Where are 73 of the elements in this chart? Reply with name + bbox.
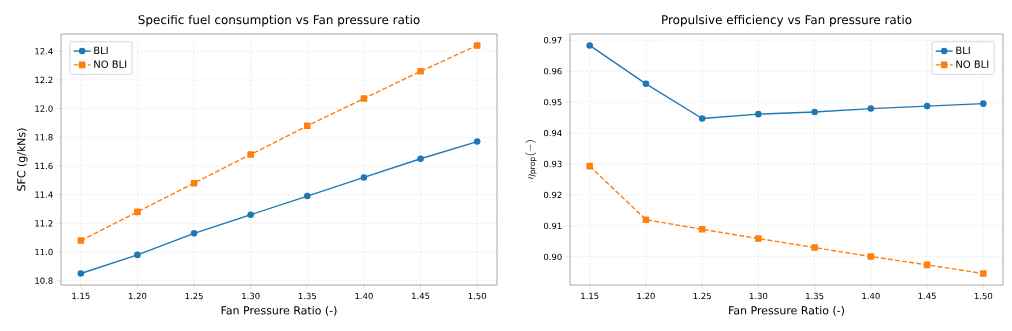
point [811,244,818,251]
legend-label: BLI [956,46,970,54]
x-tick-label: 1.40 [355,292,373,300]
x-tick-label: 1.35 [298,292,316,300]
point [134,208,141,216]
point [586,42,593,49]
point [698,115,706,122]
chart-title: Specific fuel consumption vs Fan pressure ratio [138,14,420,27]
y-axis-title: $\eta_{\mathrm{prop}}(-)$ [525,140,537,180]
point [642,216,650,223]
y-tick-label: 0.91 [543,222,562,230]
y-tick-label: 12.0 [35,105,53,112]
x-axis-title: Fan Pressure Ratio (-) [221,306,337,316]
point [755,110,762,118]
point [755,235,762,242]
point [586,162,593,170]
point [360,174,368,181]
y-tick-label: 10.8 [35,277,53,284]
x-tick-label: 1.45 [918,292,936,300]
y-tick-label: 11.8 [35,134,53,141]
point [360,95,368,102]
y-tick-label: 12.4 [35,48,53,55]
point [247,151,254,158]
x-tick-label: 1.25 [185,292,203,300]
point [473,138,481,145]
x-axis-title: Fan Pressure Ratio (-) [729,306,844,316]
point [867,105,875,112]
x-tick-label: 1.35 [806,292,824,300]
point [867,253,875,260]
x-tick-label: 1.15 [581,292,599,300]
x-tick-label: 1.50 [468,292,487,300]
x-tick-label: 1.30 [749,292,768,300]
y-tick-label: 0.94 [543,129,562,137]
legend-label: NO BLI [94,60,127,68]
y-tick-label: 11.6 [35,162,53,170]
point [304,192,311,200]
x-tick-label: 1.25 [693,292,711,300]
point [247,211,254,219]
point [77,270,85,277]
y-tick-label: 11.0 [35,248,53,256]
point [980,100,987,107]
x-tick-label: 1.40 [862,292,880,300]
legend-label: NO BLI [956,60,989,68]
y-tick-label: 0.97 [543,36,562,44]
x-tick-label: 1.50 [974,292,993,300]
legend-label: BLI [94,46,108,54]
y-tick-label: 0.96 [543,67,562,75]
x-tick-label: 1.15 [72,292,90,300]
y-tick-label: 0.90 [543,253,562,261]
point [77,237,85,244]
x-tick-label: 1.20 [128,292,147,300]
x-tick-label: 1.20 [637,292,655,300]
point [642,80,650,88]
point [417,155,424,163]
point [698,226,706,233]
point [304,122,311,130]
y-tick-label: 0.93 [543,160,562,168]
y-tick-label: 11.2 [35,220,53,227]
point [417,68,424,75]
point [980,270,987,277]
y-tick-label: 0.95 [543,98,562,106]
y-tick-label: 0.92 [543,191,562,199]
point [811,108,818,116]
y-axis-title: SFC (g/kNs) [16,128,28,191]
y-tick-label: 11.4 [35,191,53,198]
point [473,42,481,49]
point [923,102,931,110]
y-tick-label: 12.2 [35,76,53,84]
point [134,251,141,259]
x-tick-label: 1.30 [242,292,260,300]
chart-title: Propulsive efficiency vs Fan pressure ratio [662,14,912,27]
x-tick-label: 1.45 [412,292,430,300]
point [190,230,198,237]
